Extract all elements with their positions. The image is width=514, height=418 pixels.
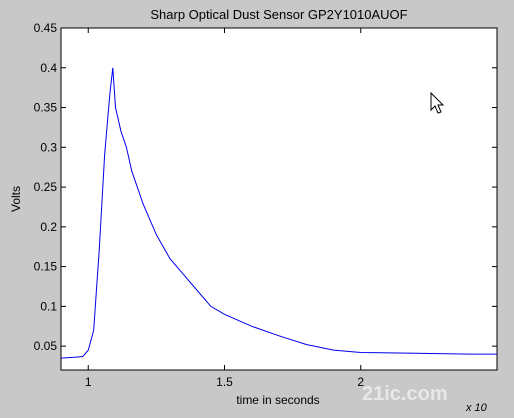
x-tick-label: 1.5 (216, 375, 233, 389)
axis-ticks: 0.05 0.1 0.15 0.2 0.25 0.3 0.35 0.4 0.45 1 1.5 2 (34, 21, 497, 389)
x-tick-label: 2 (357, 375, 364, 389)
series-line (60, 67, 497, 359)
watermark: 21ic.com (362, 383, 448, 405)
y-tick-label: 0.1 (40, 299, 57, 313)
x-axis-label: time in seconds (236, 393, 319, 407)
y-tick-label: 0.3 (40, 140, 57, 154)
y-axis-label: Volts (9, 186, 23, 212)
y-tick-label: 0.15 (34, 260, 58, 274)
y-tick-label: 0.2 (40, 220, 57, 234)
y-tick-label: 0.4 (40, 61, 57, 75)
series-group (60, 67, 497, 359)
chart-title: Sharp Optical Dust Sensor GP2Y1010AUOF (150, 7, 407, 22)
y-tick-label: 0.05 (34, 339, 58, 353)
y-tick-label: 0.25 (34, 180, 58, 194)
x-tick-label: 1 (85, 375, 92, 389)
cursor-icon (430, 91, 445, 114)
y-tick-label: 0.35 (34, 101, 58, 115)
plot-area (60, 27, 498, 371)
y-tick-label: 0.45 (34, 21, 58, 35)
x-exponent-label: x 10 (465, 402, 488, 414)
